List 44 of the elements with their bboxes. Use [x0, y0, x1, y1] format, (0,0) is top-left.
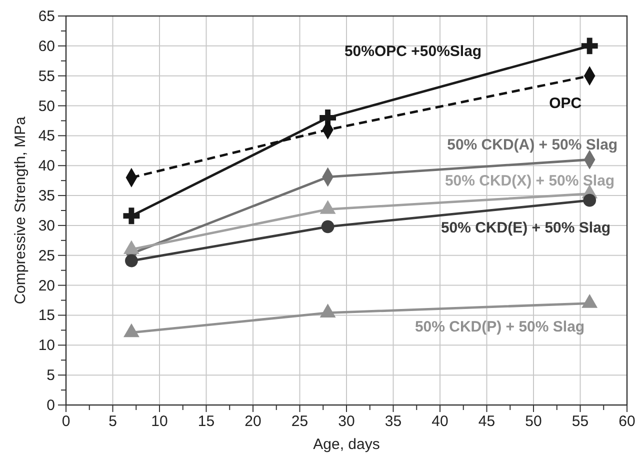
- point: [321, 220, 334, 234]
- y-tick-label: 5: [46, 367, 55, 384]
- y-tick-label: 55: [38, 68, 55, 85]
- x-tick-label: 55: [572, 413, 589, 430]
- x-tick-label: 20: [244, 413, 262, 430]
- x-tick-label: 45: [478, 413, 496, 430]
- x-tick-label: 15: [198, 413, 215, 430]
- x-tick-label: 50: [525, 413, 542, 430]
- point: [320, 200, 336, 214]
- series-label: 50% CKD(P) + 50% Slag: [414, 318, 585, 336]
- x-tick-label: 30: [338, 413, 355, 430]
- series-label: 50% CKD(X) + 50% Slag: [444, 172, 615, 190]
- y-tick-label: 65: [38, 8, 55, 25]
- series-label: OPC: [549, 94, 582, 112]
- y-tick-label: 35: [38, 188, 55, 205]
- x-tick-label: 40: [432, 413, 448, 430]
- x-tick-label: 25: [291, 413, 308, 430]
- y-tick-label: 15: [38, 307, 55, 324]
- point: [583, 194, 596, 207]
- point: [581, 38, 598, 54]
- x-axis-title: Age, days: [313, 436, 380, 453]
- y-tick-label: 25: [38, 247, 55, 264]
- point: [123, 323, 140, 338]
- x-tick-label: 5: [108, 413, 117, 430]
- y-tick-label: 10: [38, 337, 55, 354]
- point: [123, 240, 140, 254]
- series-label: 50%OPC +50%Slag: [344, 42, 482, 60]
- y-tick-label: 20: [38, 277, 55, 294]
- y-tick-label: 60: [38, 38, 55, 55]
- x-tick-label: 0: [62, 413, 70, 430]
- x-tick-label: 10: [151, 413, 168, 430]
- x-tick-label: 60: [618, 413, 636, 430]
- y-tick-label: 0: [46, 397, 55, 414]
- y-axis-title: Compressive Strength, MPa: [12, 116, 29, 304]
- point: [123, 208, 140, 224]
- series-label: 50% CKD(E) + 50% Slag: [440, 219, 611, 236]
- y-tick-label: 40: [38, 158, 55, 175]
- x-tick-label: 35: [384, 413, 402, 430]
- y-tick-label: 50: [38, 98, 55, 115]
- point: [582, 294, 598, 308]
- point: [320, 304, 336, 318]
- y-tick-label: 30: [38, 217, 55, 234]
- series-label: 50% CKD(A) + 50% Slag: [447, 136, 618, 154]
- y-tick-label: 45: [38, 128, 55, 145]
